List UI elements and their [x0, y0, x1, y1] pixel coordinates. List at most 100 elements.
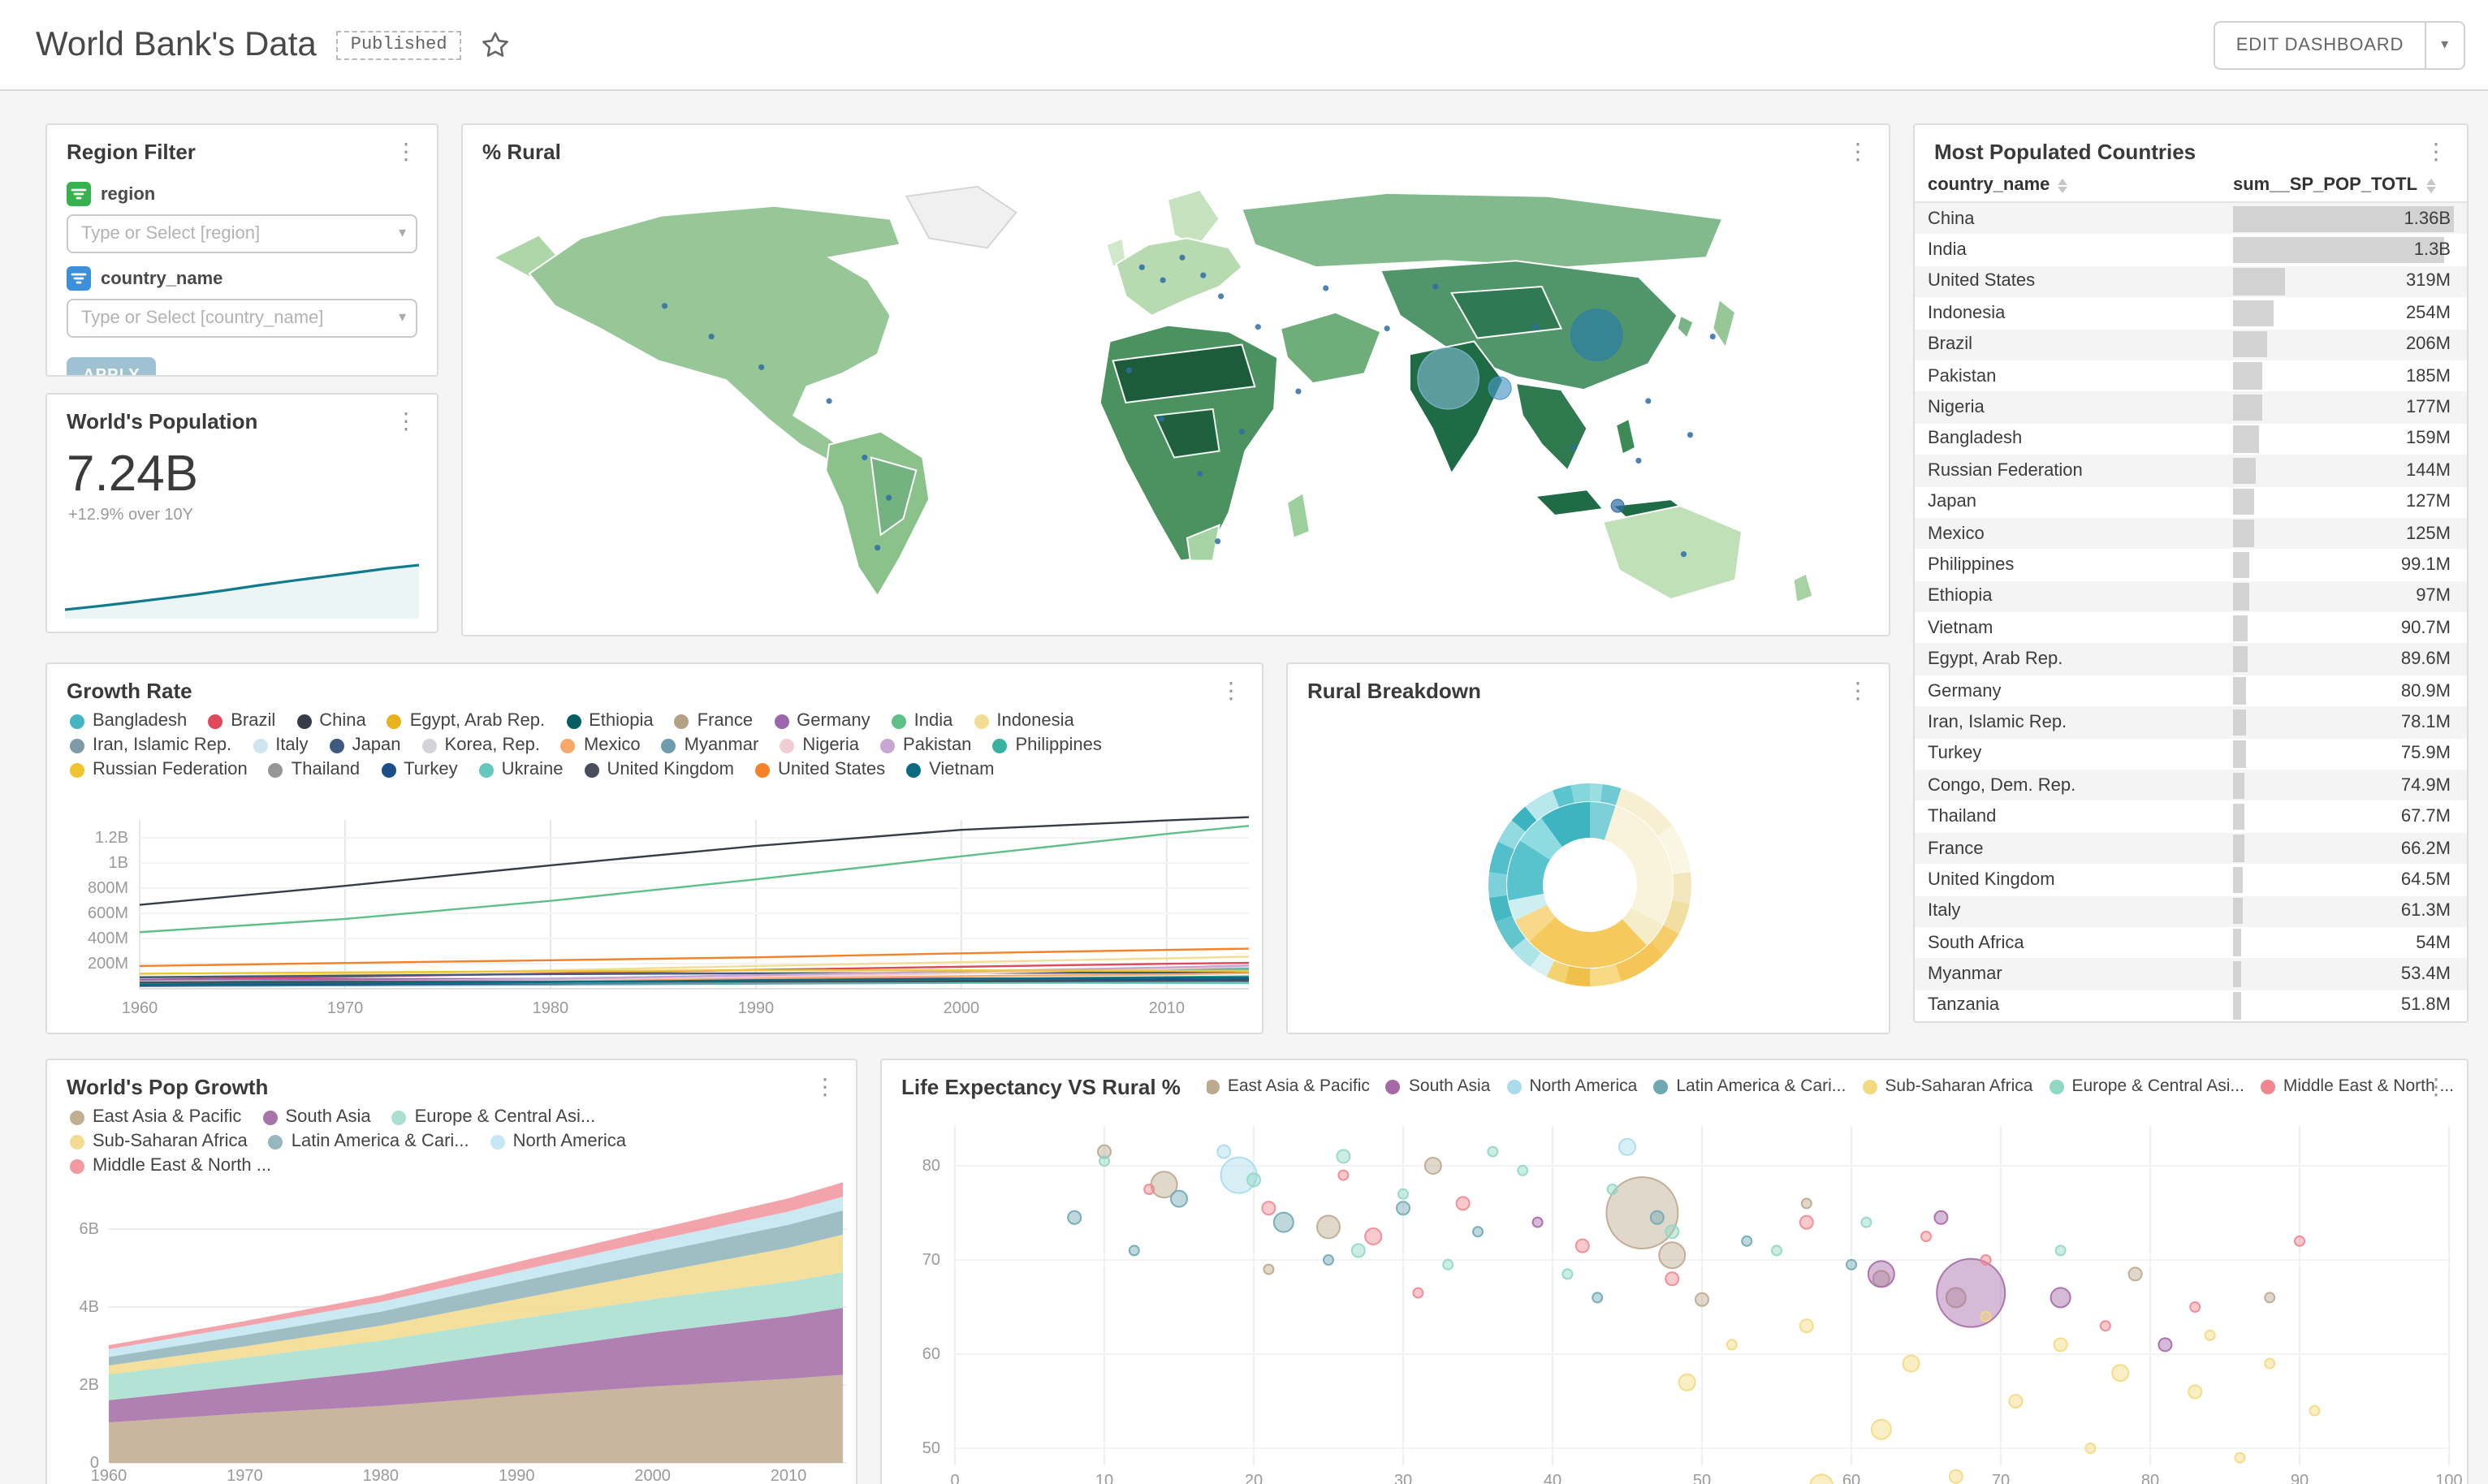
table-row[interactable]: Pakistan 185M	[1915, 360, 2467, 392]
svg-text:60: 60	[1842, 1472, 1860, 1484]
legend-item[interactable]: Germany	[774, 711, 870, 731]
column-header-population[interactable]: sum__SP_POP_TOTL	[2233, 175, 2454, 195]
legend-item[interactable]: Japan	[329, 736, 401, 755]
kebab-menu-icon[interactable]: ⋮	[1847, 138, 1869, 164]
svg-text:1990: 1990	[738, 999, 775, 1017]
kebab-menu-icon[interactable]: ⋮	[1847, 677, 1869, 703]
legend-item[interactable]: Thailand	[268, 760, 360, 779]
table-row[interactable]: Philippines 99.1M	[1915, 550, 2467, 581]
legend-item[interactable]: Philippines	[992, 736, 1102, 755]
legend-item[interactable]: United Kingdom	[584, 760, 734, 779]
region-select-input[interactable]	[67, 214, 417, 253]
column-header-country[interactable]: country_name	[1928, 175, 2233, 195]
legend-item[interactable]: Indonesia	[974, 711, 1074, 731]
legend-item[interactable]: North America	[1506, 1076, 1637, 1096]
svg-text:1980: 1980	[533, 999, 569, 1017]
legend-item[interactable]: South Asia	[1385, 1076, 1490, 1096]
legend-item[interactable]: East Asia & Pacific	[1207, 1076, 1370, 1096]
legend-item[interactable]: Mexico	[560, 736, 641, 755]
legend-item[interactable]: France	[674, 711, 753, 731]
legend-item[interactable]: South Asia	[262, 1107, 371, 1127]
map-bubbles	[661, 254, 1716, 558]
svg-text:2000: 2000	[944, 999, 980, 1017]
table-row[interactable]: Nigeria 177M	[1915, 391, 2467, 424]
legend-item[interactable]: Pakistan	[880, 736, 971, 755]
filter-field-label: country_name	[101, 269, 223, 288]
table-row[interactable]: Germany 80.9M	[1915, 675, 2467, 707]
edit-dashboard-button[interactable]: EDIT DASHBOARD	[2213, 20, 2427, 69]
table-row[interactable]: United Kingdom 64.5M	[1915, 864, 2467, 895]
legend-item[interactable]: India	[891, 711, 952, 731]
legend-item[interactable]: United States	[755, 760, 885, 779]
svg-text:50: 50	[922, 1439, 940, 1457]
kebab-menu-icon[interactable]: ⋮	[395, 408, 417, 434]
legend-item[interactable]: Ukraine	[478, 760, 563, 779]
table-row[interactable]: Vietnam 90.7M	[1915, 612, 2467, 644]
table-row[interactable]: China 1.36B	[1915, 203, 2467, 235]
table-row[interactable]: Myanmar 53.4M	[1915, 958, 2467, 990]
svg-text:2010: 2010	[1149, 999, 1186, 1017]
table-row[interactable]: Mexico 125M	[1915, 517, 2467, 550]
table-row[interactable]: Tanzania 51.8M	[1915, 990, 2467, 1021]
legend-item[interactable]: East Asia & Pacific	[70, 1107, 241, 1127]
table-row[interactable]: Russian Federation 144M	[1915, 455, 2467, 487]
legend-item[interactable]: Sub-Saharan Africa	[1862, 1076, 2032, 1096]
table-row[interactable]: Italy 61.3M	[1915, 895, 2467, 927]
table-row[interactable]: Thailand 67.7M	[1915, 801, 2467, 833]
table-row[interactable]: Indonesia 254M	[1915, 297, 2467, 329]
table-row[interactable]: South Africa 54M	[1915, 927, 2467, 959]
legend-item[interactable]: Middle East & North ...	[70, 1156, 271, 1176]
legend-item[interactable]: Korea, Rep.	[421, 736, 540, 755]
legend-item[interactable]: Brazil	[208, 711, 275, 731]
kebab-menu-icon[interactable]: ⋮	[2425, 138, 2447, 164]
legend-item[interactable]: Egypt, Arab Rep.	[387, 711, 545, 731]
favorite-star-icon[interactable]	[482, 31, 511, 58]
table-row[interactable]: Turkey 75.9M	[1915, 738, 2467, 770]
legend-item[interactable]: Sub-Saharan Africa	[70, 1132, 248, 1151]
table-row[interactable]: Iran, Islamic Rep. 78.1M	[1915, 706, 2467, 739]
svg-text:70: 70	[1992, 1472, 2010, 1484]
legend-item[interactable]: Latin America & Cari...	[268, 1132, 469, 1151]
table-row[interactable]: France 66.2M	[1915, 832, 2467, 865]
legend-item[interactable]: Europe & Central Asi...	[2049, 1076, 2244, 1096]
status-badge[interactable]: Published	[335, 30, 462, 59]
legend-item[interactable]: Middle East & North ...	[2260, 1076, 2454, 1096]
apply-filter-button[interactable]: APPLY	[67, 357, 157, 375]
growth-rate-card: Growth Rate ⋮ Bangladesh Brazil China Egypt…	[45, 662, 1263, 1034]
kebab-menu-icon[interactable]: ⋮	[814, 1073, 836, 1099]
svg-text:0: 0	[950, 1472, 959, 1484]
table-row[interactable]: Ethiopia 97M	[1915, 580, 2467, 613]
country-select-input[interactable]	[67, 299, 417, 338]
legend-item[interactable]: Nigeria	[780, 736, 859, 755]
legend-item[interactable]: China	[296, 711, 366, 731]
legend-item[interactable]: Russian Federation	[70, 760, 248, 779]
legend-item[interactable]: Vietnam	[906, 760, 994, 779]
legend-item[interactable]: North America	[490, 1132, 626, 1151]
legend-item[interactable]: Europe & Central Asi...	[391, 1107, 595, 1127]
table-row[interactable]: Brazil 206M	[1915, 329, 2467, 360]
kebab-menu-icon[interactable]: ⋮	[395, 138, 417, 164]
table-row[interactable]: Congo, Dem. Rep. 74.9M	[1915, 770, 2467, 801]
legend-item[interactable]: Turkey	[381, 760, 458, 779]
table-row[interactable]: United States 319M	[1915, 265, 2467, 298]
legend-item[interactable]: Iran, Islamic Rep.	[70, 736, 231, 755]
life-expectancy-card: Life Expectancy VS Rural % ⋮ East Asia &…	[880, 1059, 2469, 1484]
table-header: country_name sum__SP_POP_TOTL	[1915, 169, 2467, 203]
svg-text:70: 70	[922, 1251, 940, 1269]
legend-item[interactable]: Italy	[253, 736, 309, 755]
svg-text:1960: 1960	[122, 999, 158, 1017]
svg-text:50: 50	[1693, 1472, 1711, 1484]
legend-item[interactable]: Myanmar	[661, 736, 758, 755]
table-row[interactable]: Bangladesh 159M	[1915, 423, 2467, 455]
edit-dashboard-menu-button[interactable]: ▾	[2426, 20, 2465, 69]
svg-text:10: 10	[1095, 1472, 1113, 1484]
legend-item[interactable]: Bangladesh	[70, 711, 187, 731]
kebab-menu-icon[interactable]: ⋮	[2425, 1073, 2447, 1099]
legend-item[interactable]: Ethiopia	[566, 711, 654, 731]
legend-item[interactable]: Latin America & Cari...	[1653, 1076, 1846, 1096]
table-row[interactable]: India 1.3B	[1915, 235, 2467, 266]
world-map[interactable]	[476, 174, 1879, 625]
table-row[interactable]: Egypt, Arab Rep. 89.6M	[1915, 643, 2467, 675]
table-row[interactable]: Japan 127M	[1915, 486, 2467, 518]
kebab-menu-icon[interactable]: ⋮	[1220, 677, 1242, 703]
